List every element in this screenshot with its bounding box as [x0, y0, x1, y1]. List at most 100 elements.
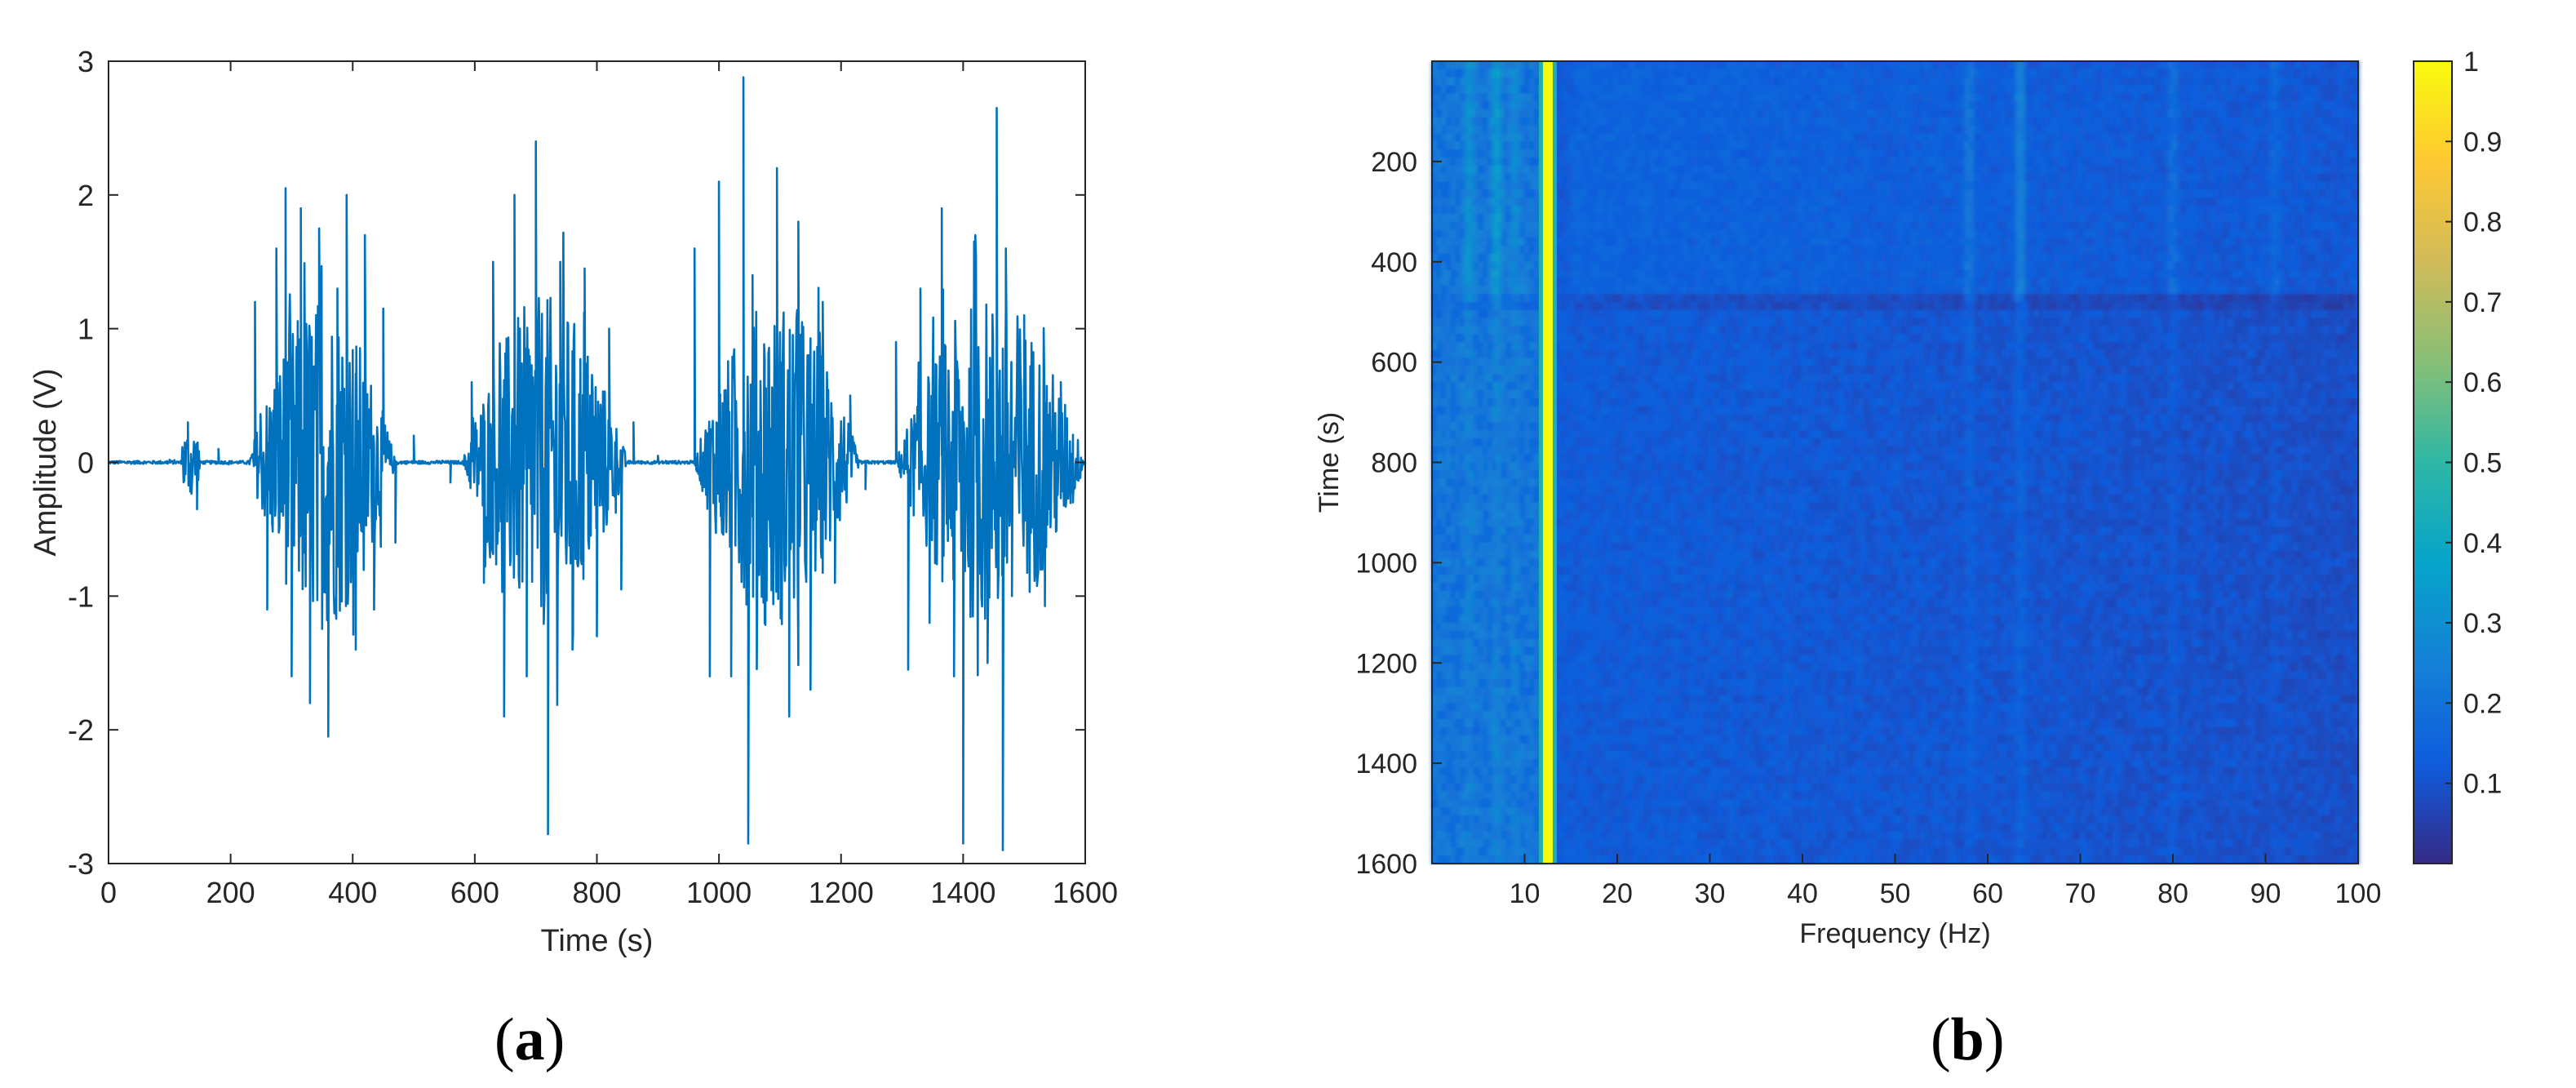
heatmap-cell [1529, 246, 1534, 254]
heatmap-cell [1515, 101, 1520, 109]
heatmap-cell [1780, 174, 1785, 182]
heatmap-cell [1705, 109, 1710, 118]
heatmap-cell [2038, 93, 2043, 101]
heatmap-cell [1825, 198, 1830, 206]
heatmap-cell [2099, 174, 2104, 182]
heatmap-cell [1506, 198, 1511, 206]
heatmap-cell [1728, 118, 1733, 126]
heatmap-cell [2062, 109, 2067, 118]
heatmap-cell [1451, 181, 1456, 189]
heatmap-cell [1993, 198, 1997, 206]
heatmap-cell [2201, 189, 2206, 198]
heatmap-cell [1719, 254, 1724, 262]
heatmap-cell [2117, 174, 2122, 182]
heatmap-cell [1923, 158, 1928, 166]
heatmap-cell [1682, 61, 1687, 69]
heatmap-cell [2233, 238, 2238, 246]
heatmap-cell [1988, 166, 1993, 174]
heatmap-cell [1455, 222, 1460, 230]
heatmap-cell [1437, 198, 1442, 206]
heatmap-cell [2029, 69, 2034, 78]
heatmap-cell [2113, 101, 2117, 109]
heatmap-cell [2006, 222, 2011, 230]
heatmap-cell [1488, 134, 1492, 142]
heatmap-cell [2090, 61, 2095, 69]
heatmap-cell [2335, 118, 2340, 126]
heatmap-cell [1733, 206, 1738, 214]
heatmap-cell [2308, 134, 2312, 142]
heatmap-cell [1612, 238, 1617, 246]
heatmap-cell [1802, 166, 1807, 174]
heatmap-cell [2247, 109, 2252, 118]
heatmap-cell [1714, 93, 1719, 101]
heatmap-cell [1598, 86, 1603, 94]
heatmap-cell [1811, 254, 1816, 262]
heatmap-cell [1557, 229, 1562, 238]
heatmap-cell [1761, 166, 1766, 174]
heatmap-cell [1867, 126, 1872, 134]
heatmap-cell [2303, 61, 2308, 69]
heatmap-cell [1830, 101, 1835, 109]
heatmap-cell [1534, 78, 1539, 86]
heatmap-cell [2067, 229, 2072, 238]
heatmap-cell [1441, 189, 1446, 198]
heatmap-cell [1520, 214, 1525, 222]
heatmap-cell [2159, 174, 2164, 182]
heatmap-cell [2210, 181, 2215, 189]
heatmap-cell [1877, 93, 1882, 101]
heatmap-cell [2071, 189, 2076, 198]
heatmap-cell [1775, 141, 1780, 149]
heatmap-cell [2289, 181, 2294, 189]
heatmap-cell [2289, 158, 2294, 166]
heatmap-cell [2150, 174, 2155, 182]
heatmap-cell [1965, 69, 1970, 78]
heatmap-cell [1766, 86, 1771, 94]
heatmap-cell [1483, 198, 1488, 206]
heatmap-cell [2067, 206, 2072, 214]
heatmap-cell [1941, 101, 1946, 109]
heatmap-cell [2126, 238, 2131, 246]
heatmap-cell [1895, 126, 1900, 134]
heatmap-cell [1640, 238, 1645, 246]
heatmap-cell [1853, 141, 1858, 149]
heatmap-cell [1951, 86, 1956, 94]
heatmap-cell [2312, 134, 2317, 142]
heatmap-cell [2113, 86, 2117, 94]
heatmap-cell [1506, 78, 1511, 86]
heatmap-cell [1863, 229, 1868, 238]
heatmap-cell [2330, 158, 2335, 166]
heatmap-cell [2330, 134, 2335, 142]
heatmap-cell [1923, 198, 1928, 206]
heatmap-cell [1640, 181, 1645, 189]
heatmap-cell [2099, 166, 2104, 174]
heatmap-cell [1863, 158, 1868, 166]
heatmap-cell [2280, 93, 2285, 101]
heatmap-cell [1719, 149, 1724, 158]
heatmap-cell [1469, 189, 1474, 198]
heatmap-cell [1951, 109, 1956, 118]
heatmap-cell [2330, 222, 2335, 230]
heatmap-cell [1923, 93, 1928, 101]
heatmap-cell [1497, 238, 1502, 246]
heatmap-cell [2081, 61, 2086, 69]
heatmap-cell [2344, 238, 2349, 246]
heatmap-cell [1798, 189, 1802, 198]
heatmap-cell [2261, 181, 2266, 189]
heatmap-cell [1807, 126, 1812, 134]
heatmap-cell [1923, 189, 1928, 198]
heatmap-cell [2099, 118, 2104, 126]
y-tick-label-a: -3 [68, 847, 94, 881]
heatmap-cell [2178, 166, 2183, 174]
heatmap-cell [2266, 141, 2271, 149]
heatmap-cell [1872, 158, 1877, 166]
heatmap-cell [2224, 181, 2228, 189]
heatmap-cell [1626, 126, 1631, 134]
heatmap-cell [2006, 214, 2011, 222]
heatmap-cell [2062, 149, 2067, 158]
heatmap-cell [2159, 229, 2164, 238]
heatmap-cell [2215, 118, 2219, 126]
heatmap-cell [1932, 118, 1937, 126]
heatmap-cell [1511, 86, 1516, 94]
heatmap-cell [2168, 149, 2173, 158]
